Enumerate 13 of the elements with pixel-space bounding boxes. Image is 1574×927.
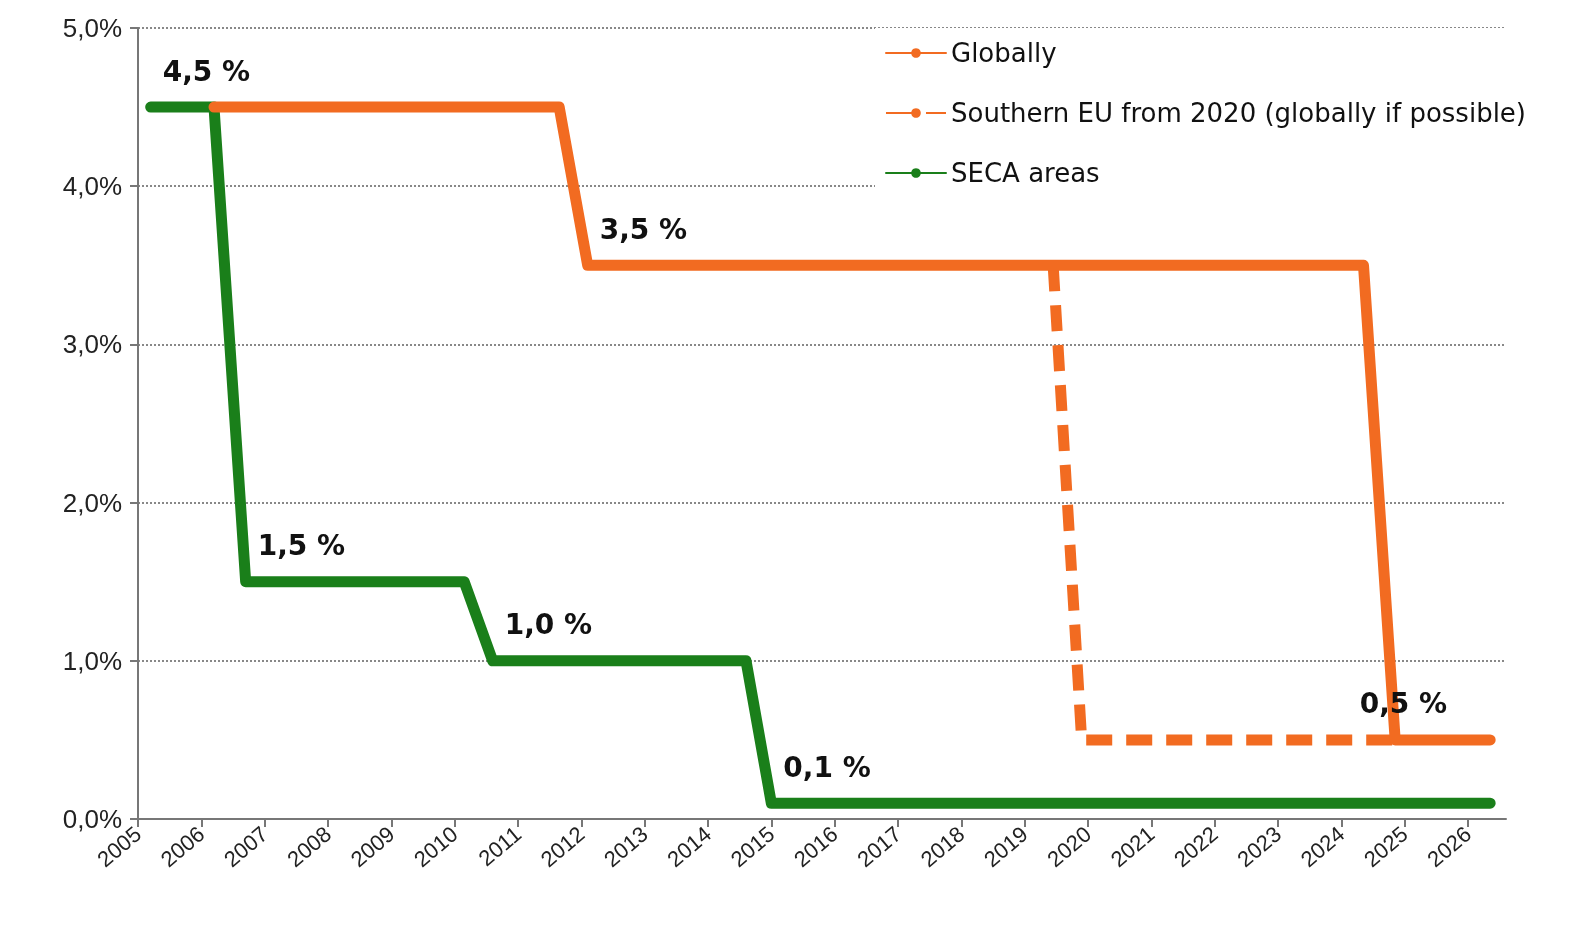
y-tick-label: 3,0%	[62, 329, 122, 360]
legend-label: Southern EU from 2020 (globally if possible)	[950, 98, 1527, 128]
annotation: 4,5 %	[162, 54, 251, 88]
y-tick-label: 1,0%	[62, 645, 122, 676]
annotation: 0,1 %	[783, 750, 871, 784]
y-tick-label: 2,0%	[62, 487, 122, 518]
y-tick-label: 5,0%	[62, 13, 122, 43]
annotation: 1,5 %	[257, 529, 346, 563]
annotation: 3,5 %	[599, 212, 688, 246]
y-tick-label: 4,0%	[62, 171, 122, 202]
annotation: 1,0 %	[504, 608, 593, 642]
legend-label: Globally	[950, 38, 1057, 68]
legend-label: SECA areas	[950, 158, 1100, 188]
